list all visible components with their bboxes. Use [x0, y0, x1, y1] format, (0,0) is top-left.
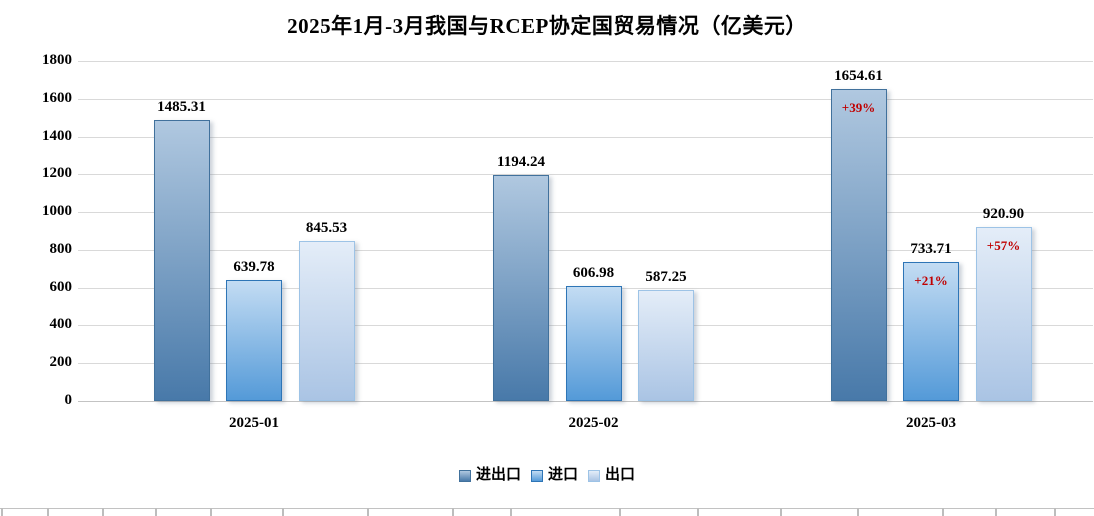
legend: 进出口 进口 出口	[0, 467, 1094, 483]
bar-series1-cat1[interactable]	[153, 120, 210, 401]
bar-series2-cat3[interactable]	[903, 262, 959, 401]
legend-label: 进出口	[475, 467, 521, 483]
worksheet-column-border	[102, 508, 104, 516]
worksheet-row-border	[0, 508, 1094, 509]
x-axis-category-label: 2025-03	[906, 415, 956, 431]
chart-title: 2025年1月-3月我国与RCEP协定国贸易情况（亿美元）	[287, 14, 807, 38]
worksheet-column-border	[282, 508, 284, 516]
gridline	[78, 136, 1093, 138]
y-axis-tick-label: 1200	[42, 165, 72, 182]
bar-value-label: 845.53	[305, 220, 348, 237]
bar-series3-cat2[interactable]	[638, 290, 694, 401]
worksheet-column-border	[857, 508, 859, 516]
y-axis-tick-label: 0	[64, 392, 73, 408]
worksheet-column-border	[452, 508, 454, 516]
gridline	[78, 98, 1093, 100]
bar-series1-cat2[interactable]	[493, 175, 549, 401]
worksheet-column-border	[210, 508, 212, 516]
worksheet-column-border	[697, 508, 699, 516]
x-axis-category-label: 2025-01	[229, 415, 279, 431]
y-axis-tick-label: 1400	[42, 127, 72, 144]
y-axis-tick-label: 200	[49, 354, 73, 371]
bar-growth-label: +21%	[914, 273, 948, 289]
gridline	[78, 174, 1093, 176]
bar-value-label: 587.25	[645, 269, 687, 286]
y-axis-tick-label: 800	[49, 240, 73, 257]
bar-growth-label: +57%	[986, 238, 1021, 254]
worksheet-column-border	[995, 508, 997, 516]
bar-series3-cat1[interactable]	[298, 241, 355, 401]
legend-label: 进口	[547, 467, 578, 483]
legend-label: 出口	[605, 467, 636, 483]
bar-series2-cat2[interactable]	[565, 286, 622, 401]
x-axis-category-label: 2025-02	[568, 415, 619, 431]
legend-swatch-icon	[588, 469, 600, 482]
y-axis-tick-label: 1000	[42, 203, 72, 220]
bar-value-label: 1194.24	[497, 154, 545, 171]
bar-value-label: 639.78	[233, 259, 275, 276]
legend-swatch-icon	[530, 469, 543, 482]
worksheet-column-border	[1054, 508, 1056, 516]
legend-item-series3[interactable]: 出口	[588, 467, 635, 483]
worksheet-column-border	[155, 508, 157, 516]
bar-value-label: 1485.31	[157, 99, 206, 116]
worksheet-column-border	[780, 508, 782, 516]
legend-item-series1[interactable]: 进出口	[458, 467, 521, 483]
gridline	[78, 61, 1093, 62]
bar-series1-cat3[interactable]	[830, 88, 887, 401]
gridline	[78, 249, 1093, 251]
bar-value-label: 606.98	[572, 265, 615, 282]
legend-item-series2[interactable]: 进口	[530, 467, 578, 483]
worksheet-column-border	[619, 508, 621, 516]
worksheet-column-border	[367, 508, 369, 516]
worksheet-column-border	[942, 508, 944, 516]
legend-swatch-icon	[458, 469, 471, 482]
bar-series3-cat3[interactable]	[975, 227, 1032, 401]
y-axis-tick-label: 1600	[42, 89, 72, 106]
gridline	[78, 401, 1093, 402]
bar-value-label: 920.90	[982, 206, 1025, 223]
bar-series2-cat1[interactable]	[226, 280, 282, 401]
gridline	[78, 212, 1093, 214]
worksheet-column-border	[1, 508, 3, 516]
bar-growth-label: +39%	[841, 99, 876, 115]
worksheet-column-border	[47, 508, 49, 516]
y-axis-tick-label: 600	[49, 278, 73, 295]
bar-value-label: 1654.61	[834, 67, 883, 84]
y-axis-tick-label: 400	[49, 316, 73, 333]
y-axis-tick-label: 1800	[42, 52, 72, 68]
bar-value-label: 733.71	[910, 241, 952, 258]
worksheet-column-border	[510, 508, 512, 516]
